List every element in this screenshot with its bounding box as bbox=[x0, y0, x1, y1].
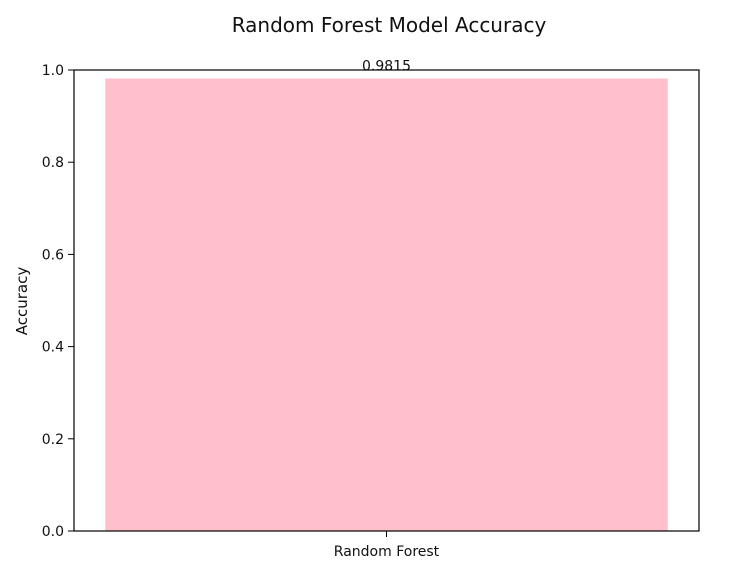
y-axis-label: Accuracy bbox=[13, 267, 31, 336]
y-tick-label-2: 0.4 bbox=[42, 340, 64, 356]
bar-0 bbox=[105, 78, 668, 531]
y-tick-label-1: 0.2 bbox=[42, 432, 64, 448]
y-tick-label-0: 0.0 bbox=[42, 524, 64, 540]
x-tick-label-0: Random Forest bbox=[334, 544, 440, 560]
y-tick-label-5: 1.0 bbox=[42, 63, 64, 79]
y-tick-label-3: 0.6 bbox=[42, 247, 64, 263]
chart-title: Random Forest Model Accuracy bbox=[232, 13, 547, 37]
data-label-0: 0.9815 bbox=[362, 59, 411, 75]
plot-area: 0.9815 0.0 0.2 0.4 0.6 0.8 1.0 Random Forest bbox=[42, 59, 700, 560]
y-tick-label-4: 0.8 bbox=[42, 155, 64, 171]
